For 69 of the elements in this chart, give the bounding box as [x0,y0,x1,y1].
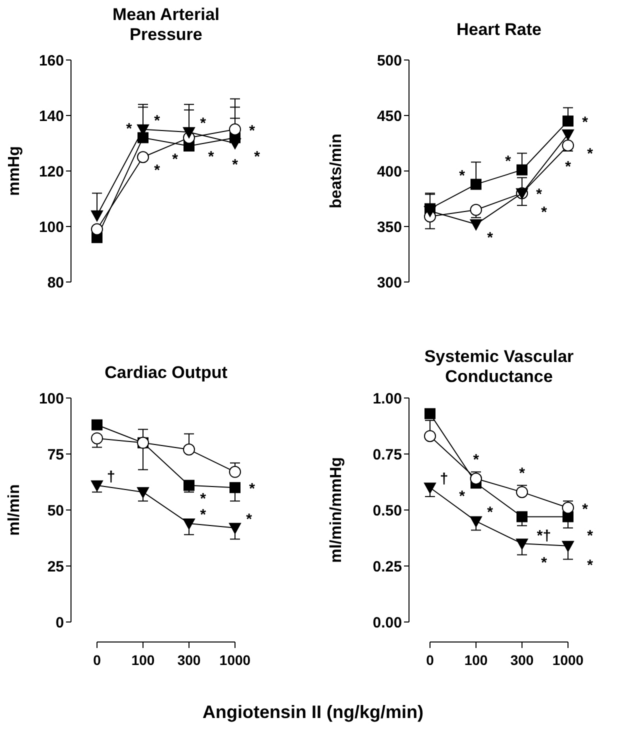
y-tick-label: 0.25 [372,558,402,576]
annotation: * [154,162,160,180]
annotation: * [582,114,588,132]
y-tick-label: 300 [376,274,402,292]
y-tick-label: 100 [38,218,64,236]
y-tick-label: 140 [38,108,64,125]
y-tick-label: 80 [47,274,64,292]
y-tick-label: 350 [376,218,402,236]
y-tick-label: 25 [47,558,64,576]
y-tick-label: 100 [38,390,64,408]
annotation: * [459,167,466,184]
y-axis-title: ml/min [6,484,23,536]
x-tick-label: 0 [426,652,434,668]
chart-title: Heart Rate [456,20,542,39]
x-tick-label: 1000 [219,652,251,668]
annotation: * [487,504,494,522]
annotation: * [582,500,588,518]
annotation: * [200,506,206,524]
annotation: * [172,151,178,168]
x-tick-label: 100 [131,652,155,668]
annotation: * [154,112,160,130]
y-tick-label: 75 [47,446,64,464]
annotation: * [473,452,480,469]
annotation: * [200,490,206,508]
y-tick-label: 0.75 [372,446,402,464]
annotation: *† [536,528,552,545]
annotation: * [565,158,572,176]
annotation: * [249,480,256,498]
annotation: * [232,156,238,174]
y-tick-label: 0.50 [372,502,402,520]
x-tick-label: 100 [464,652,488,668]
annotation: † [440,470,448,488]
annotation: * [587,145,594,162]
annotation: * [536,186,542,204]
x-tick-label: 1000 [552,652,584,668]
x-tick-label: 0 [93,652,102,668]
y-tick-label: 400 [376,163,402,180]
chart-title: Mean Arterial Pressure [112,5,220,44]
annotation: * [541,204,548,222]
annotation: * [246,510,252,528]
y-tick-label: 1.00 [372,390,402,408]
annotation: * [505,152,512,170]
annotation: * [587,528,594,545]
y-tick-label: 120 [38,163,64,180]
chart-title: Systemic Vascular Conductance [424,347,574,386]
y-axis-title: beats/min [328,134,345,208]
y-tick-label: 0 [56,614,64,632]
annotation: † [106,468,116,486]
x-tick-label: 300 [510,652,534,668]
annotation: * [249,122,256,140]
annotation: * [487,229,494,246]
chart-title: Cardiac Output [104,363,228,382]
x-tick-label: 300 [177,652,201,668]
annotation: * [459,488,466,506]
annotation: * [200,115,206,132]
y-tick-label: 500 [376,52,402,70]
annotation: * [541,554,548,572]
annotation: * [254,148,260,166]
x-axis-title: Angiotensin II (ng/kg/min) [202,702,424,722]
y-tick-label: 450 [376,108,402,125]
y-axis-title: ml/min/mmHg [328,457,345,563]
y-tick-label: 160 [38,52,64,70]
y-tick-label: 0.00 [372,614,402,632]
annotation: * [519,465,526,482]
y-axis-title: mmHg [6,146,23,196]
y-tick-label: 50 [47,502,64,520]
annotation: * [587,556,594,574]
annotation: * [126,120,132,138]
annotation: * [208,148,214,166]
